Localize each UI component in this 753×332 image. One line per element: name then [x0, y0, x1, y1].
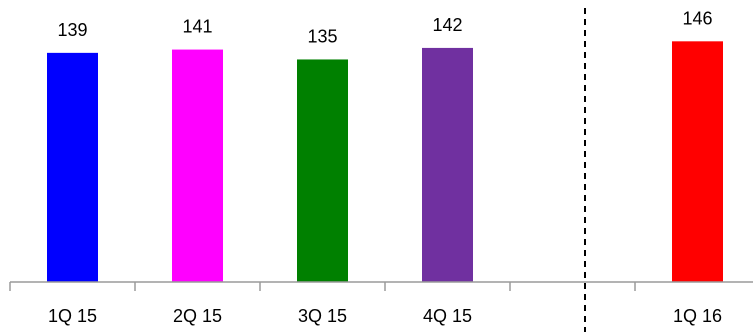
bar-4q-15 — [422, 47, 473, 283]
x-tick-label: 2Q 15 — [173, 306, 222, 326]
data-label: 135 — [307, 26, 337, 46]
bar-1q-15 — [47, 52, 98, 282]
data-label: 141 — [182, 17, 212, 37]
bars-group — [47, 41, 723, 283]
bar-1q-16 — [672, 41, 723, 282]
bar-3q-15 — [297, 59, 348, 282]
x-tick-label: 4Q 15 — [423, 306, 472, 326]
bar-2q-15 — [172, 49, 223, 283]
x-tick-label: 3Q 15 — [298, 306, 347, 326]
x-axis-ticks — [9, 282, 636, 291]
data-label: 142 — [432, 15, 462, 35]
category-labels-group: 1Q 15 2Q 15 3Q 15 4Q 15 1Q 16 — [48, 306, 722, 326]
value-labels-group: 139 141 135 142 146 — [57, 8, 712, 46]
x-tick-label: 1Q 15 — [48, 306, 97, 326]
data-label: 146 — [682, 8, 712, 28]
x-tick-label: 1Q 16 — [673, 306, 722, 326]
data-label: 139 — [57, 20, 87, 40]
